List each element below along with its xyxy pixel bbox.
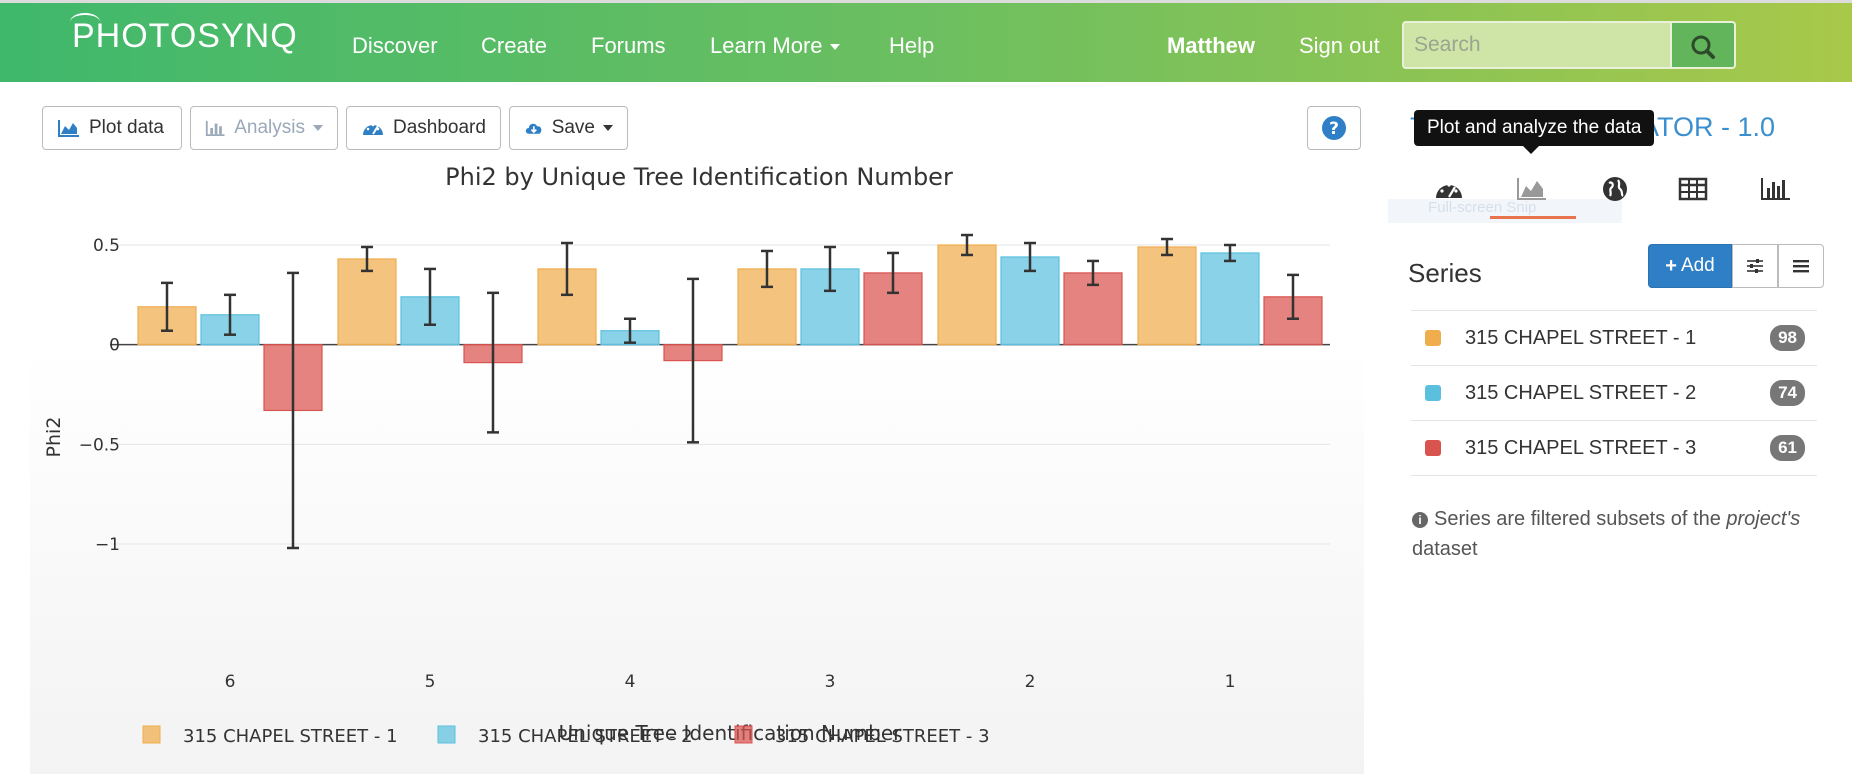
legend-swatch [142, 725, 161, 744]
tooltip-arrow [1523, 146, 1539, 154]
caret-down-icon [829, 44, 840, 51]
series-swatch [1425, 385, 1441, 401]
tab-dashboard[interactable] [1432, 174, 1466, 204]
search-icon [1691, 35, 1715, 59]
analysis-button[interactable]: Analysis [190, 106, 338, 150]
series-item[interactable]: 315 CHAPEL STREET - 1 98 [1411, 310, 1817, 366]
bar [1137, 246, 1197, 346]
legend-swatch [437, 725, 456, 744]
question-circle-icon: ? [1322, 116, 1346, 140]
tab-table[interactable] [1676, 174, 1710, 204]
nav-learn-more[interactable]: Learn More [710, 33, 840, 59]
chart-area: 0.5 0 −0.5 −1 6 5 4 3 2 1 Phi2 by Unique Tree Ide… [30, 162, 1364, 774]
legend-label: 315 CHAPEL STREET - 1 [183, 726, 398, 747]
nav-discover[interactable]: Discover [352, 33, 438, 58]
series-list: 315 CHAPEL STREET - 1 98 315 CHAPEL STRE… [1411, 310, 1817, 476]
x-tick-label: 1 [1225, 672, 1236, 692]
nav-forums[interactable]: Forums [591, 33, 666, 58]
series-count-badge: 74 [1770, 380, 1805, 406]
nav-help[interactable]: Help [889, 33, 935, 58]
info-note-italic: project's [1726, 508, 1801, 530]
top-navbar: PHOTOSYNQ Discover Create Forums Learn M… [0, 0, 1852, 82]
tooltip: Plot and analyze the data [1414, 110, 1655, 146]
series-filter-button[interactable] [1732, 244, 1778, 288]
nav-sign-out[interactable]: Sign out [1299, 33, 1380, 58]
series-item[interactable]: 315 CHAPEL STREET - 2 74 [1411, 366, 1817, 421]
bar [937, 244, 997, 346]
svg-text:?: ? [1329, 119, 1339, 139]
info-note-text: Series are filtered subsets of the [1434, 508, 1721, 530]
help-button[interactable]: ? [1307, 106, 1361, 150]
series-count-badge: 98 [1770, 325, 1805, 351]
dashboard-button[interactable]: Dashboard [346, 106, 501, 150]
menu-icon [1793, 260, 1809, 273]
save-button[interactable]: Save [509, 106, 628, 150]
x-tick-label: 5 [425, 672, 436, 692]
dashboard-icon [1436, 183, 1462, 198]
area-chart-icon [58, 120, 79, 137]
plot-data-label: Plot data [89, 117, 164, 138]
legend-label: 315 CHAPEL STREET - 3 [775, 726, 990, 747]
chart-title: Phi2 by Unique Tree Identification Numbe… [445, 163, 953, 191]
tab-map[interactable] [1598, 174, 1632, 204]
plus-icon: + [1665, 254, 1677, 277]
bar-chart-icon [1761, 178, 1790, 200]
save-label: Save [551, 117, 595, 138]
phi2-bar-chart: 0.5 0 −0.5 −1 6 5 4 3 2 1 Phi2 by Unique Tree Ide… [43, 163, 1330, 747]
info-note-text-end: dataset [1412, 538, 1478, 560]
area-chart-icon [1517, 178, 1546, 200]
y-tick-label: 0.5 [93, 236, 120, 256]
nav-create[interactable]: Create [481, 33, 548, 58]
tab-analysis[interactable] [1759, 174, 1793, 204]
x-tick-label: 3 [825, 672, 836, 692]
series-info-note: i Series are filtered subsets of the proj… [1412, 504, 1812, 564]
x-tick-label: 2 [1025, 672, 1036, 692]
series-item[interactable]: 315 CHAPEL STREET - 3 61 [1411, 421, 1817, 476]
x-axis-label: Unique Tree Identification Number [559, 721, 903, 745]
y-tick-label: −0.5 [79, 435, 120, 455]
dashboard-label: Dashboard [393, 117, 486, 138]
y-tick-label: 0 [109, 336, 120, 356]
cloud-download-icon [525, 123, 542, 134]
active-tab-indicator [1490, 216, 1576, 219]
plot-data-button[interactable]: Plot data [42, 106, 182, 150]
legend-swatch [734, 725, 753, 744]
search-button[interactable] [1672, 21, 1736, 69]
x-tick-label: 6 [225, 672, 236, 692]
nav-user[interactable]: Matthew [1167, 33, 1255, 58]
add-series-label: Add [1680, 255, 1715, 276]
search-input[interactable]: Search [1402, 21, 1672, 69]
snip-overlay-text: Full-screen Snip [1388, 199, 1622, 223]
y-axis-label: Phi2 [43, 417, 65, 458]
sliders-icon [1747, 259, 1763, 273]
series-label: 315 CHAPEL STREET - 3 [1465, 436, 1697, 459]
x-tick-label: 4 [625, 672, 636, 692]
analysis-label: Analysis [234, 117, 305, 138]
table-icon [1678, 177, 1708, 201]
legend-label: 315 CHAPEL STREET - 2 [478, 726, 693, 747]
bar [1200, 252, 1260, 346]
y-tick-label: −1 [95, 535, 120, 555]
tab-plot[interactable] [1515, 174, 1549, 204]
add-series-button[interactable]: + Add [1648, 244, 1732, 288]
series-label: 315 CHAPEL STREET - 2 [1465, 381, 1697, 404]
series-menu-button[interactable] [1778, 244, 1824, 288]
series-count-badge: 61 [1770, 435, 1805, 461]
series-swatch [1425, 330, 1441, 346]
logo[interactable]: PHOTOSYNQ [72, 17, 298, 55]
dashboard-icon [363, 123, 383, 135]
logo-swoosh-icon [70, 13, 100, 31]
nav-learn-more-label: Learn More [710, 33, 823, 58]
caret-down-icon [313, 125, 323, 131]
series-label: 315 CHAPEL STREET - 1 [1465, 326, 1697, 349]
caret-down-icon [603, 125, 613, 131]
globe-icon [1603, 177, 1627, 201]
series-heading: Series [1408, 258, 1482, 288]
bar-chart-icon [205, 120, 225, 136]
info-icon: i [1412, 512, 1428, 528]
series-swatch [1425, 440, 1441, 456]
